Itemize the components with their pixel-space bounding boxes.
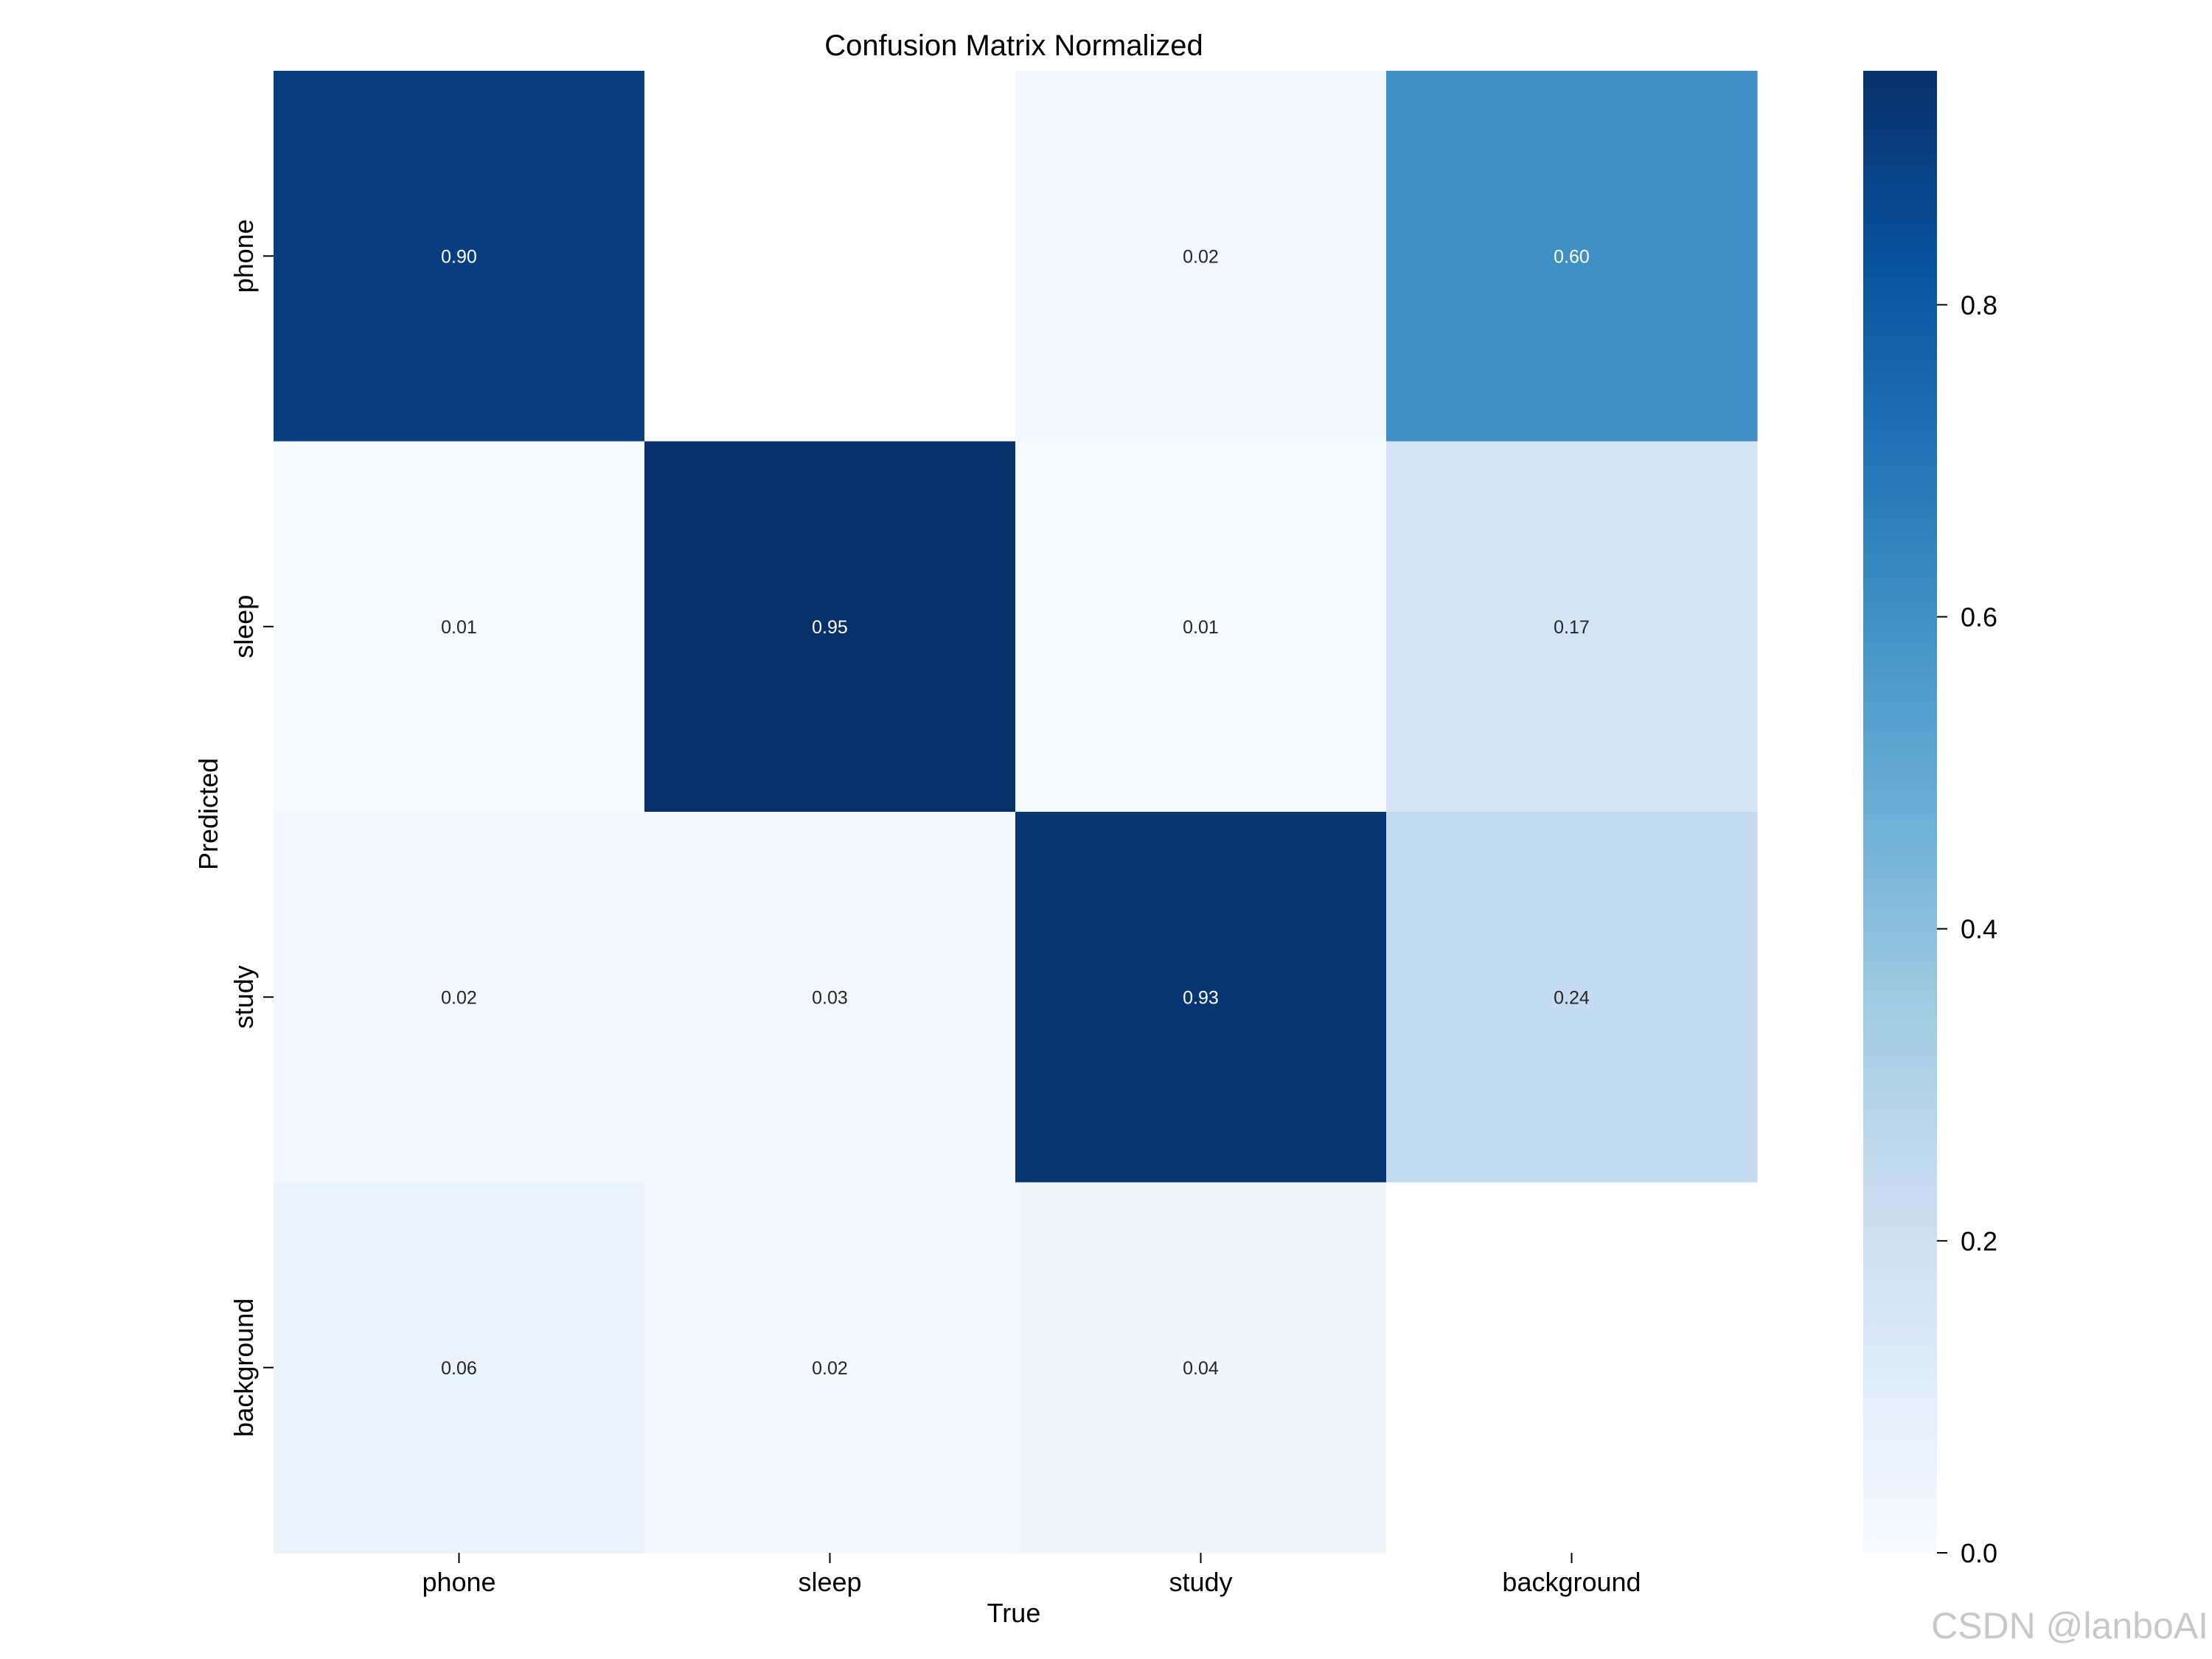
y-tick-label: study <box>229 965 259 1029</box>
heatmap-cell <box>1386 812 1758 1183</box>
colorbar-tick-label: 0.4 <box>1961 914 1997 945</box>
x-tick-label: background <box>1502 1567 1641 1597</box>
colorbar-ticks: 0.0 0.2 0.4 0.6 0.8 <box>1937 290 1997 1568</box>
heatmap-cell <box>1015 441 1387 813</box>
heatmap-cell <box>274 812 645 1183</box>
heatmap-cell <box>1386 71 1758 442</box>
cell-value-label: 0.01 <box>441 617 477 638</box>
x-axis-ticks: phone sleep study background <box>422 1553 1641 1597</box>
x-axis-label: True <box>987 1598 1041 1628</box>
heatmap-cell <box>1015 812 1387 1183</box>
colorbar <box>1863 71 1937 1553</box>
heatmap-cell <box>274 1182 645 1554</box>
colorbar-tick-label: 0.2 <box>1961 1226 1997 1256</box>
cell-value-label: 0.24 <box>1554 987 1590 1008</box>
heatmap-cell <box>644 441 1016 813</box>
colorbar-tick-label: 0.8 <box>1961 290 1997 320</box>
cell-value-label: 0.90 <box>441 246 477 267</box>
heatmap-cell <box>644 1182 1016 1554</box>
x-tick-label: phone <box>422 1567 495 1597</box>
x-tick-label: study <box>1169 1567 1232 1597</box>
cell-value-label: 0.93 <box>1183 987 1219 1008</box>
heatmap-cell <box>1386 1182 1758 1554</box>
heatmap-cell-labels: 0.90 0.02 0.60 0.01 0.95 0.01 0.17 0.02 0.03 0.93… <box>441 246 1590 1379</box>
cell-value-label: 0.95 <box>812 617 848 638</box>
cell-value-label: 0.03 <box>812 987 848 1008</box>
heatmap-cell <box>644 812 1016 1183</box>
y-tick-label: background <box>229 1298 259 1437</box>
y-axis-ticks: phone sleep study background <box>229 219 274 1437</box>
heatmap-cell <box>274 71 645 442</box>
cell-value-label: 0.02 <box>812 1358 848 1379</box>
heatmap-cell <box>1386 441 1758 813</box>
colorbar-tick-label: 0.6 <box>1961 602 1997 633</box>
cell-value-label: 0.17 <box>1554 617 1590 638</box>
colorbar-tick-label: 0.0 <box>1961 1538 1997 1568</box>
cell-value-label: 0.01 <box>1183 617 1219 638</box>
heatmap-cell <box>644 71 1016 442</box>
cell-value-label: 0.02 <box>1183 246 1219 267</box>
cell-value-label: 0.02 <box>441 987 477 1008</box>
heatmap-cell <box>1015 1182 1387 1554</box>
cell-value-label: 0.60 <box>1554 246 1590 267</box>
y-tick-label: sleep <box>229 595 259 658</box>
cell-value-label: 0.06 <box>441 1358 477 1379</box>
heatmap-cell <box>1015 71 1387 442</box>
heatmap-cell <box>274 441 645 813</box>
watermark: CSDN @lanboAI <box>1931 1605 2208 1646</box>
y-axis-label: Predicted <box>193 758 223 870</box>
cell-value-label: 0.04 <box>1183 1358 1219 1379</box>
chart-title: Confusion Matrix Normalized <box>824 29 1203 62</box>
heatmap-cells <box>274 71 1758 1554</box>
x-tick-label: sleep <box>798 1567 861 1597</box>
y-tick-label: phone <box>229 219 259 293</box>
